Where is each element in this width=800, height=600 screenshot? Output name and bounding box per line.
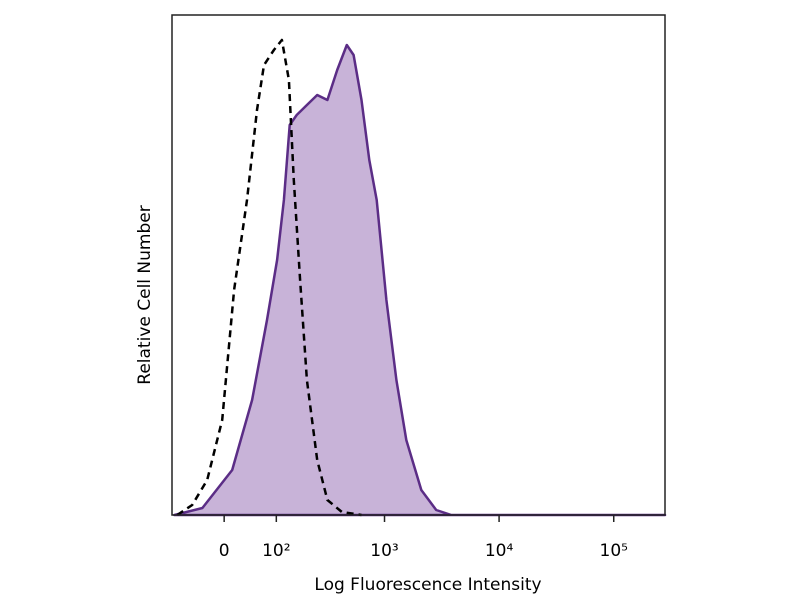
y-axis-label: Relative Cell Number bbox=[135, 205, 155, 384]
x-tick-label: 10³ bbox=[370, 541, 398, 561]
plot-frame bbox=[171, 14, 666, 516]
histogram-line bbox=[176, 38, 362, 517]
x-tick-label: 10⁴ bbox=[485, 541, 514, 561]
x-tick-label: 10⁵ bbox=[600, 541, 628, 561]
histogram-area bbox=[173, 43, 667, 517]
x-tick-label: 0 bbox=[219, 541, 230, 561]
x-axis-label: Log Fluorescence Intensity bbox=[314, 575, 541, 595]
x-tick-label: 10² bbox=[262, 541, 290, 561]
